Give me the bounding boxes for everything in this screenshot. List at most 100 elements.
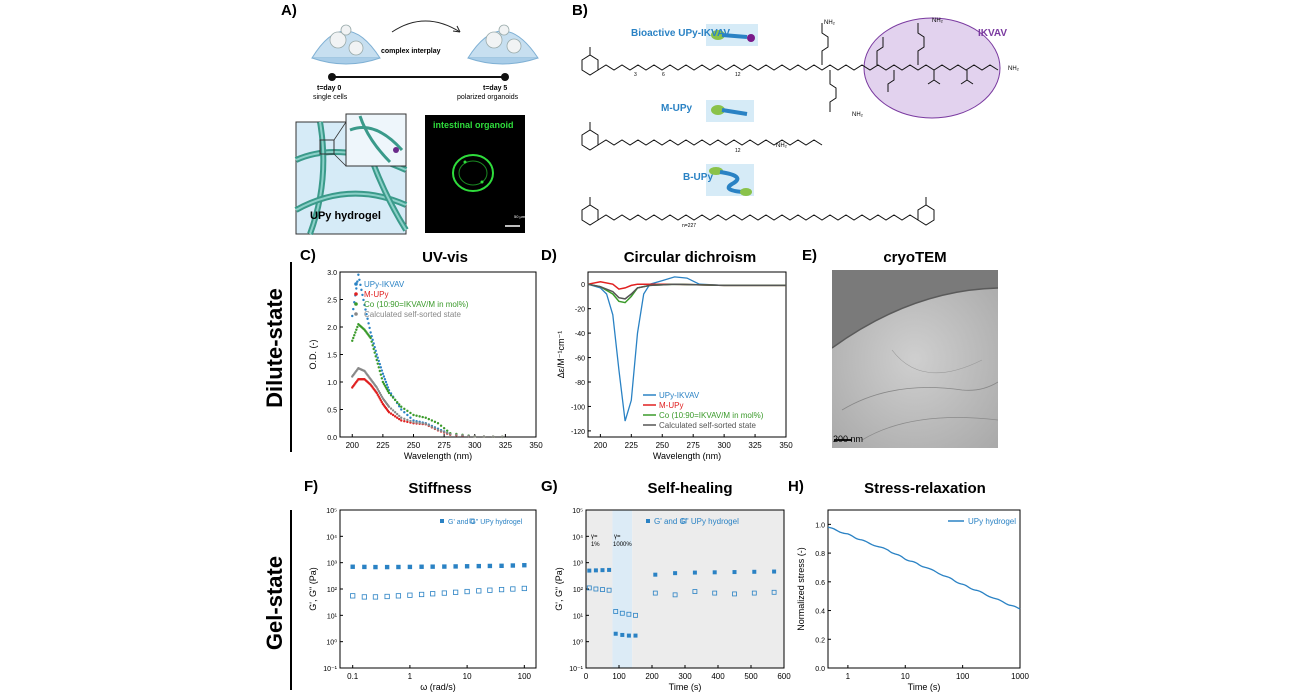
uvvis-point — [356, 325, 359, 329]
stiffness-ytick-label: 10¹ — [327, 613, 338, 620]
self-healing-gdouble-point — [692, 589, 698, 594]
self-healing-gprime-point — [732, 570, 737, 575]
stiffness-gprime-point — [487, 563, 493, 569]
uvvis-point — [384, 386, 388, 389]
uvvis-xtick-label: 225 — [376, 441, 390, 450]
gel-divider — [290, 510, 292, 690]
stiffness-ytick-label: 10³ — [327, 561, 338, 568]
sub-6-a: 6 — [662, 72, 665, 78]
uvvis-point — [382, 375, 386, 378]
cd-xtick-label: 225 — [625, 441, 639, 450]
self-healing-ytick-label: 10² — [573, 587, 584, 594]
uvvis-chart: 200 225 250 275 300 325 350 0.0 0.5 1.0 1.5 2.0 2.5 3… — [308, 270, 543, 461]
uvvis-point — [418, 415, 421, 418]
self-healing-gprime-point — [587, 568, 592, 573]
uvvis-point — [352, 307, 355, 311]
uvvis-point — [363, 303, 366, 307]
stiffness-legend-label: G' and G" UPy hydrogel — [448, 519, 523, 526]
cd-xtick-label: 200 — [594, 441, 608, 450]
stiffness-gdouble-point — [453, 589, 459, 595]
self-healing-region-3 — [632, 510, 784, 668]
cd-ytick-label: -40 — [575, 331, 585, 338]
uvvis-legend-label: Calculated self-sorted state — [364, 310, 461, 319]
uvvis-point — [412, 419, 415, 422]
cd-ytick-label: -80 — [575, 380, 585, 387]
uvvis-point — [387, 405, 391, 408]
self-healing-gdouble-point — [626, 611, 632, 617]
uvvis-point — [442, 427, 446, 430]
uvvis-point — [377, 359, 380, 363]
stress-relaxation-chart: 1 10 100 1000 1.0 0.8 0.6 0.4 0.2 0.0 Time (s) Norm… — [796, 509, 1029, 692]
uvvis-point — [433, 420, 437, 424]
uvvis-point — [406, 420, 409, 424]
nh2-label-2: NH₂ — [852, 112, 863, 118]
uvvis-point — [376, 393, 379, 397]
panel-f-label: F) — [304, 478, 319, 495]
stiffness-gprime-point — [453, 564, 458, 569]
sub-3-a: 3 — [634, 72, 637, 78]
uvvis-point — [380, 400, 384, 404]
uvvis-point — [372, 342, 375, 345]
panel-c-label: C) — [300, 247, 316, 264]
stress-xlabel: Time (s) — [908, 682, 941, 692]
uvvis-point — [374, 349, 377, 353]
uvvis-point — [372, 347, 375, 351]
uvvis-legend-label: UPy-IKVAV — [364, 280, 405, 289]
dome-day5 — [467, 24, 539, 65]
uvvis-point — [395, 400, 399, 404]
uvvis-point — [461, 434, 464, 437]
uvvis-point — [386, 389, 390, 393]
hydrogel-label: UPy hydrogel — [310, 210, 381, 222]
stiffness-legend-marker — [440, 519, 444, 523]
stiffness-gprime-point — [419, 564, 424, 569]
self-healing-gprime-point — [613, 631, 618, 636]
cd-xlabel: Wavelength (nm) — [653, 451, 721, 461]
self-healing-legend-marker — [681, 518, 687, 524]
stress-ytick-label: 0.2 — [815, 637, 825, 644]
dome-day0 — [311, 24, 381, 65]
stiffness-frame — [339, 509, 537, 669]
self-healing-xlabel: Time (s) — [669, 682, 702, 692]
self-healing-gprime-point — [593, 568, 598, 573]
uvvis-xtick-label: 325 — [499, 441, 513, 450]
uvvis-point — [433, 427, 437, 430]
cd-ytick-label: 0 — [581, 282, 585, 289]
uvvis-ylabel: O.D. (-) — [308, 340, 318, 370]
self-healing-legend-label: G' and G" UPy hydrogel — [654, 517, 739, 526]
self-healing-gprime-point — [772, 569, 777, 574]
molecule-m-upy: M-UPy — [661, 103, 693, 114]
uvvis-point — [467, 434, 470, 438]
stiffness-legend-marker — [469, 518, 475, 524]
uvvis-point — [398, 417, 401, 421]
uvvis-point — [439, 424, 443, 427]
self-healing-gprime-point — [620, 632, 625, 637]
uvvis-point — [387, 391, 391, 395]
self-healing-gdouble-point — [619, 610, 625, 616]
uvvis-point — [427, 417, 431, 421]
uvvis-point — [409, 416, 412, 419]
uvvis-point — [377, 395, 380, 398]
uvvis-point — [395, 412, 399, 416]
self-healing-gprime-point — [607, 567, 612, 572]
uvvis-point — [360, 288, 363, 292]
panel-c-title: UV-vis — [422, 249, 468, 266]
panel-h-title: Stress-relaxation — [864, 480, 986, 497]
cd-xtick-label: 275 — [687, 441, 701, 450]
uvvis-point — [381, 380, 385, 384]
uvvis-point — [374, 355, 377, 358]
uvvis-point — [389, 392, 393, 395]
stiffness-gdouble-point — [395, 593, 402, 599]
stiffness-gprime-point — [362, 564, 367, 570]
uvvis-point — [415, 414, 418, 417]
uvvis-point — [430, 419, 434, 422]
uvvis-point — [375, 391, 378, 395]
self-healing-gprime-point — [712, 570, 717, 575]
uvvis-point — [400, 416, 403, 419]
stiffness-gdouble-point — [384, 593, 390, 600]
uvvis-point — [380, 395, 384, 398]
stress-xtick-label: 1 — [846, 672, 851, 681]
cd-xtick-label: 250 — [656, 441, 670, 450]
uvvis-point — [403, 419, 406, 423]
self-healing-ytick-label: 10¹ — [573, 613, 584, 620]
uvvis-xtick-label: 275 — [437, 441, 451, 450]
